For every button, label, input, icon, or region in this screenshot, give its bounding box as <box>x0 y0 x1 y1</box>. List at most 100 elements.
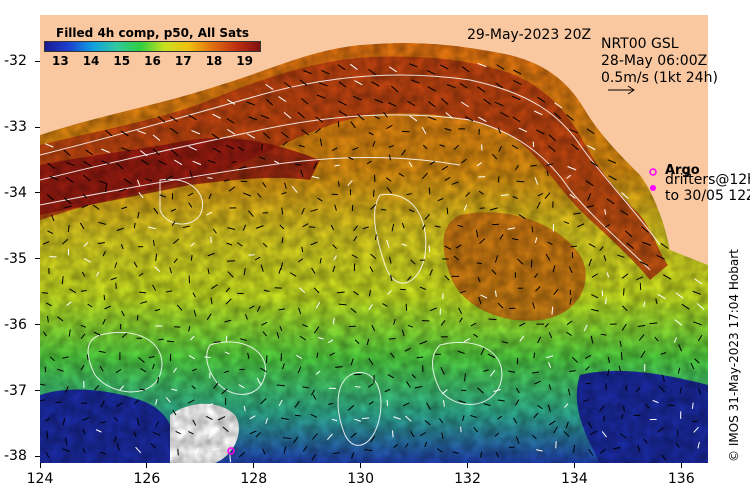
y-tick-label: -33 <box>4 119 27 135</box>
current-vector <box>606 198 615 205</box>
current-vector <box>62 418 66 426</box>
current-vector <box>332 265 336 273</box>
current-vector <box>301 98 309 105</box>
current-vector <box>515 387 520 394</box>
current-vector <box>386 124 393 130</box>
current-vector <box>457 224 464 228</box>
current-vector <box>645 403 650 409</box>
current-source: NRT00 GSL <box>601 36 679 52</box>
current-vector <box>208 432 212 439</box>
current-vector <box>347 404 355 411</box>
current-vector <box>79 222 85 230</box>
current-vector <box>101 148 110 153</box>
current-vector <box>608 175 617 181</box>
current-vector <box>80 290 87 292</box>
current-vector <box>544 192 551 200</box>
current-vector <box>364 449 373 452</box>
current-vector <box>133 222 136 229</box>
current-vector <box>114 436 117 443</box>
current-vector <box>211 133 220 140</box>
current-vector <box>393 416 401 420</box>
current-vector <box>69 288 77 294</box>
current-vector <box>206 211 213 216</box>
current-vector <box>441 389 448 395</box>
current-vector <box>692 420 698 423</box>
y-tick-mark <box>35 390 40 392</box>
current-vector <box>242 224 247 231</box>
current-vector <box>293 436 299 444</box>
current-vector <box>476 262 482 265</box>
current-vector <box>613 446 621 450</box>
current-vector <box>453 255 459 261</box>
current-vector <box>507 370 516 373</box>
current-vector <box>444 176 451 181</box>
current-vector <box>155 253 158 262</box>
current-vector <box>350 121 356 129</box>
current-vector <box>551 306 554 315</box>
argo-marker <box>649 168 657 176</box>
current-vector <box>461 158 467 164</box>
current-vector <box>676 430 679 436</box>
current-vector <box>618 365 622 372</box>
x-tick-label: 126 <box>133 471 161 487</box>
current-vector <box>193 309 197 317</box>
current-vector <box>249 430 257 435</box>
current-vector <box>316 94 326 99</box>
current-vector <box>100 421 107 424</box>
current-vector <box>489 369 496 377</box>
current-vector <box>572 444 576 453</box>
current-vector <box>478 116 487 123</box>
current-vector <box>544 323 549 328</box>
current-vector <box>599 448 606 454</box>
current-vector <box>421 126 427 135</box>
current-vector <box>620 413 624 420</box>
current-vector <box>116 162 124 170</box>
current-vector <box>238 384 245 389</box>
current-vector <box>212 147 222 153</box>
current-vector <box>309 226 316 228</box>
current-vector <box>262 132 271 139</box>
current-vector <box>294 163 302 166</box>
current-vector <box>337 181 340 187</box>
current-vector <box>437 198 444 202</box>
current-vector <box>599 405 605 412</box>
current-vector <box>658 385 666 393</box>
current-vector <box>566 320 573 326</box>
streamlines <box>40 74 661 446</box>
current-vector <box>494 290 497 297</box>
current-vector <box>223 370 229 374</box>
current-vector <box>260 398 267 405</box>
current-vector <box>693 426 699 433</box>
current-vector <box>82 448 86 454</box>
current-vector <box>426 70 436 75</box>
current-vector <box>333 452 340 455</box>
current-vector <box>681 303 690 310</box>
current-vector <box>534 380 541 385</box>
current-vector <box>302 223 309 228</box>
current-vector <box>429 161 436 166</box>
current-vector <box>338 303 347 306</box>
current-vector <box>491 269 497 275</box>
current-vector <box>392 430 394 438</box>
current-vector <box>458 307 463 314</box>
current-vector <box>141 159 150 166</box>
current-vector <box>370 253 377 260</box>
argo-label: Argo <box>665 163 700 178</box>
current-vector <box>212 448 220 451</box>
current-vector <box>635 387 641 392</box>
current-vector <box>427 101 436 108</box>
current-vector <box>462 415 465 421</box>
current-vector <box>513 417 518 424</box>
current-vector <box>512 116 521 123</box>
current-vector <box>426 402 431 410</box>
current-vector <box>280 262 284 271</box>
current-vector <box>331 147 338 152</box>
current-vector <box>148 356 155 359</box>
current-vector <box>406 381 411 388</box>
current-vector <box>212 113 221 119</box>
current-vector <box>421 172 428 180</box>
current-vector <box>371 324 376 331</box>
current-vector <box>152 148 160 156</box>
current-vector <box>283 446 287 454</box>
current-vector <box>507 227 516 230</box>
